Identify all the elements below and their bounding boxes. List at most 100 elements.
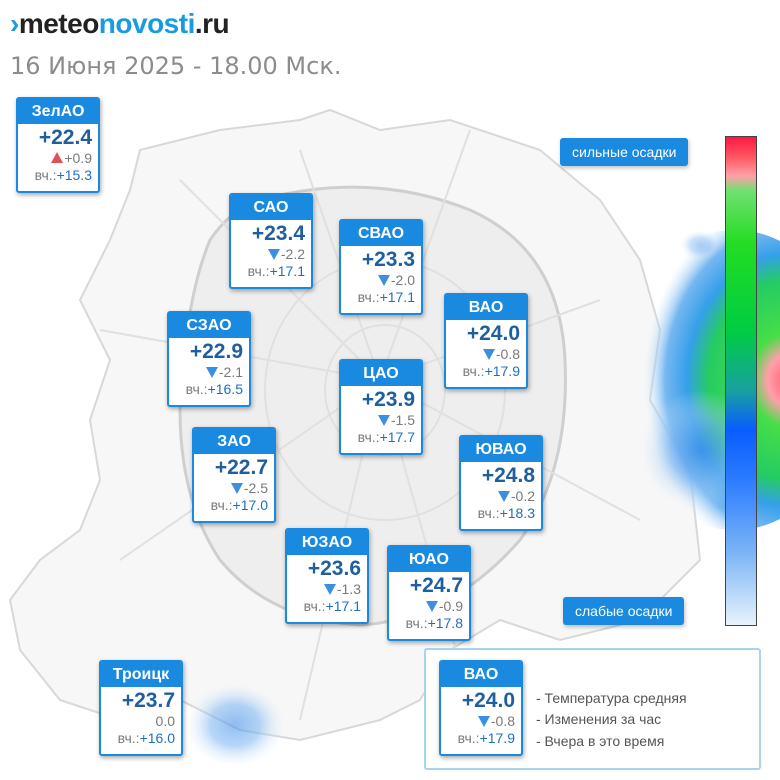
trend-down-icon (482, 349, 495, 360)
district-card-yuzao[interactable]: ЮЗАО +23.6 -1.3 вч.:+17.1 (285, 528, 369, 624)
district-name: ЦАО (341, 361, 421, 386)
district-temperature: +23.4 (251, 222, 305, 245)
logo-mark: › (10, 8, 19, 39)
legend-line-change: - Изменения за час (536, 711, 662, 727)
district-name: ЗелАО (18, 99, 98, 124)
district-name: СВАО (341, 221, 421, 246)
district-card-szao[interactable]: СЗАО +22.9 -2.1 вч.:+16.5 (167, 311, 251, 407)
district-temperature: +24.7 (409, 574, 463, 597)
district-temperature: +24.8 (481, 464, 535, 487)
yesterday-value: +17.9 (484, 363, 520, 379)
trend-down-icon (323, 584, 336, 595)
district-change-value: -2.2 (280, 246, 305, 262)
yesterday-value: +17.9 (479, 730, 515, 746)
yesterday-label: вч.: (462, 363, 485, 379)
yesterday-value: +16.5 (207, 381, 243, 397)
site-logo[interactable]: ›meteonovosti.ru (10, 8, 230, 40)
district-change: -0.2 (461, 488, 541, 505)
district-yesterday: вч.:+16.0 (101, 730, 181, 747)
district-name: ЗАО (194, 429, 274, 454)
legend-sample-change: -0.8 (441, 713, 521, 730)
district-card-vao[interactable]: ВАО +24.0 -0.8 вч.:+17.9 (444, 293, 528, 389)
yesterday-label: вч.: (185, 381, 208, 397)
legend-sample-name: ВАО (441, 662, 521, 687)
trend-down-icon (477, 716, 490, 727)
yesterday-value: +17.0 (232, 497, 268, 513)
yesterday-label: вч.: (477, 505, 500, 521)
district-card-zao[interactable]: ЗАО +22.7 -2.5 вч.:+17.0 (192, 427, 276, 523)
trend-down-icon (267, 249, 280, 260)
district-change: -2.2 (231, 246, 311, 263)
district-card-troitsk[interactable]: Троицк +23.7 0.0 вч.:+16.0 (99, 660, 183, 756)
district-card-sao[interactable]: САО +23.4 -2.2 вч.:+17.1 (229, 193, 313, 289)
district-yesterday: вч.:+17.1 (231, 263, 311, 280)
district-name: Троицк (101, 662, 181, 687)
yesterday-label: вч.: (303, 598, 326, 614)
district-temperature: +23.9 (361, 388, 415, 411)
district-yesterday: вч.:+17.7 (341, 429, 421, 446)
page-subtitle: 16 Июня 2025 - 18.00 Мск. (10, 52, 342, 80)
district-change-value: 0.0 (155, 713, 175, 729)
trend-down-icon (230, 483, 243, 494)
yesterday-value: +17.1 (269, 263, 305, 279)
district-change: -2.5 (194, 480, 274, 497)
district-yesterday: вч.:+17.0 (194, 497, 274, 514)
district-change-value: -1.3 (336, 581, 361, 597)
district-card-svao[interactable]: СВАО +23.3 -2.0 вч.:+17.1 (339, 219, 423, 315)
yesterday-label: вч.: (210, 497, 233, 513)
yesterday-label: вч.: (457, 730, 480, 746)
district-yesterday: вч.:+18.3 (461, 505, 541, 522)
yesterday-label: вч.: (34, 167, 57, 183)
district-change: -2.0 (341, 272, 421, 289)
district-card-cao[interactable]: ЦАО +23.9 -1.5 вч.:+17.7 (339, 359, 423, 455)
district-yesterday: вч.:+17.1 (287, 598, 367, 615)
legend-sample-temperature: +24.0 (461, 689, 515, 712)
yesterday-label: вч.: (357, 289, 380, 305)
legend-line-yesterday: - Вчера в это время (536, 733, 665, 749)
yesterday-label: вч.: (405, 615, 428, 631)
district-change: -0.9 (389, 598, 469, 615)
yesterday-value: +17.1 (325, 598, 361, 614)
district-change: -1.3 (287, 581, 367, 598)
yesterday-value: +17.1 (379, 289, 415, 305)
district-yesterday: вч.:+16.5 (169, 381, 249, 398)
yesterday-value: +15.3 (56, 167, 92, 183)
district-change: -2.1 (169, 364, 249, 381)
district-card-zelao[interactable]: ЗелАО +22.4 +0.9 вч.:+15.3 (16, 97, 100, 193)
district-card-yuao[interactable]: ЮАО +24.7 -0.9 вч.:+17.8 (387, 545, 471, 641)
district-change: -0.8 (446, 346, 526, 363)
trend-down-icon (425, 601, 438, 612)
district-change-value: -0.2 (510, 488, 535, 504)
district-temperature: +22.9 (189, 340, 243, 363)
district-card-yuvao[interactable]: ЮВАО +24.8 -0.2 вч.:+18.3 (459, 435, 543, 531)
precipitation-scale (725, 136, 757, 626)
district-name: САО (231, 195, 311, 220)
legend-line-average: - Температура средняя (536, 690, 687, 706)
logo-text-meteo: meteo (18, 8, 99, 39)
logo-text-novosti: novosti (98, 8, 196, 39)
yesterday-value: +17.7 (379, 429, 415, 445)
district-change-value: -0.9 (438, 598, 463, 614)
district-temperature: +23.7 (121, 689, 175, 712)
trend-down-icon (377, 415, 390, 426)
district-change-value: +0.9 (64, 150, 92, 166)
district-name: ЮВАО (461, 437, 541, 462)
district-change-value: -0.8 (495, 346, 520, 362)
yesterday-value: +18.3 (499, 505, 535, 521)
district-name: ЮАО (389, 547, 469, 572)
legend-sample-change-value: -0.8 (490, 713, 515, 729)
district-temperature: +22.4 (38, 126, 92, 149)
trend-down-icon (377, 275, 390, 286)
district-temperature: +24.0 (466, 322, 520, 345)
yesterday-value: +17.8 (427, 615, 463, 631)
trend-down-icon (205, 367, 218, 378)
district-name: ЮЗАО (287, 530, 367, 555)
legend-sample-yesterday: вч.:+17.9 (441, 730, 521, 747)
district-change-value: -2.5 (243, 480, 268, 496)
district-yesterday: вч.:+17.1 (341, 289, 421, 306)
trend-up-icon (51, 152, 64, 163)
district-temperature: +22.7 (214, 456, 268, 479)
scale-label-light: слабые осадки (563, 597, 685, 625)
yesterday-label: вч.: (357, 429, 380, 445)
scale-label-heavy: сильные осадки (560, 138, 689, 166)
